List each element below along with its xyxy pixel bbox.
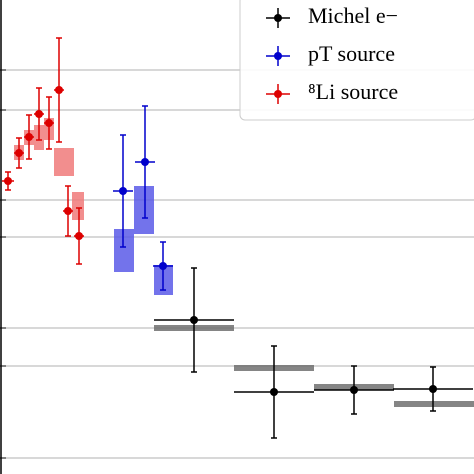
band — [72, 192, 84, 220]
point — [45, 119, 53, 127]
legend-label: Michel e− — [308, 3, 398, 28]
point — [141, 158, 149, 166]
point — [64, 207, 72, 215]
point — [25, 133, 33, 141]
point — [270, 388, 278, 396]
band — [54, 148, 74, 176]
point — [55, 86, 63, 94]
band — [134, 186, 154, 234]
point — [159, 262, 167, 270]
legend-label: ⁸Li source — [308, 79, 398, 104]
legend-marker — [274, 14, 282, 22]
point — [350, 386, 358, 394]
point — [4, 177, 12, 185]
band — [114, 229, 134, 272]
point — [35, 110, 43, 118]
point — [15, 149, 23, 157]
legend-label: pT source — [308, 41, 395, 66]
point — [75, 232, 83, 240]
point — [429, 385, 437, 393]
band — [394, 401, 474, 407]
point — [119, 187, 127, 195]
legend-box — [239, 0, 474, 121]
point — [190, 316, 198, 324]
legend-marker — [274, 52, 282, 60]
legend-marker — [274, 90, 282, 98]
